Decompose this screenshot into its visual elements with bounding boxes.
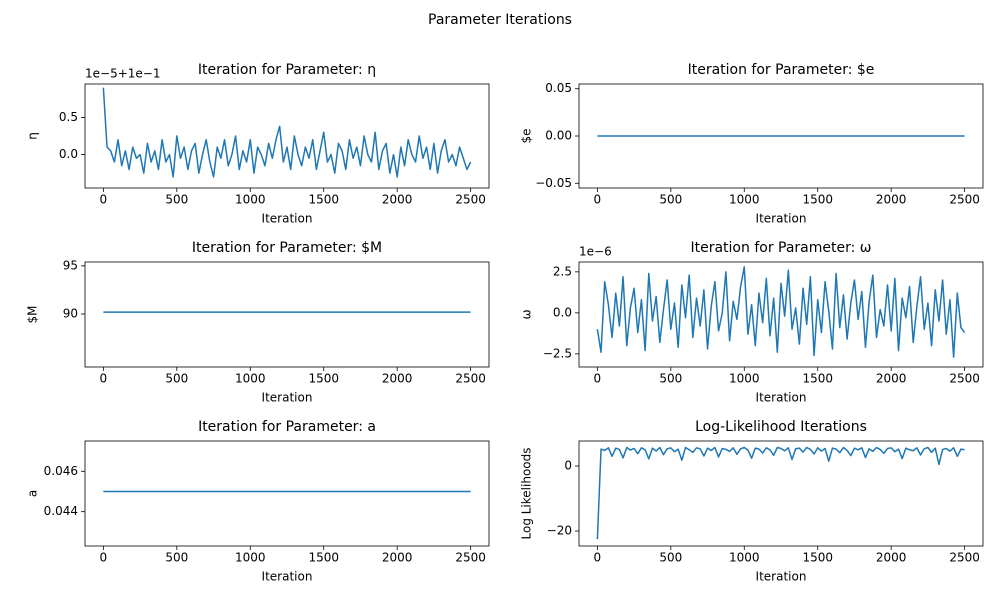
data-line: [102, 87, 472, 178]
y-tick-label: 2.5: [553, 264, 572, 278]
y-tick-label: 0.0: [553, 305, 572, 319]
axes-frame: [84, 261, 490, 368]
x-tick-label: 500: [659, 372, 682, 386]
x-tick-label: 2500: [455, 551, 486, 565]
x-tick-label: 1500: [802, 193, 833, 207]
offset-label: 1e−5+1e−1: [85, 67, 160, 81]
x-tick-label: 2500: [455, 372, 486, 386]
x-tick-label: 1000: [235, 193, 266, 207]
x-tick-label: 1000: [729, 372, 760, 386]
offset-label: 1e−6: [579, 245, 612, 259]
x-tick-label: 1500: [802, 551, 833, 565]
x-tick-label: 2000: [382, 372, 413, 386]
axes-frame: [84, 440, 490, 547]
x-tick-label: 1500: [308, 551, 339, 565]
y-tick-label: 0.0: [59, 147, 78, 161]
y-axis-label: a: [26, 490, 40, 497]
x-tick-label: 2000: [382, 193, 413, 207]
x-axis-label: Iteration: [262, 212, 313, 226]
x-tick-label: 1500: [308, 372, 339, 386]
x-tick-label: 2000: [382, 551, 413, 565]
subplot-title: Iteration for Parameter: a: [198, 419, 376, 435]
x-tick-label: 2500: [949, 551, 980, 565]
x-tick-label: 1500: [802, 372, 833, 386]
y-tick-label: 0: [564, 459, 572, 473]
axes-frame: [84, 83, 490, 189]
subplot-title: Iteration for Parameter: $M: [192, 240, 382, 256]
x-tick-label: 2000: [876, 551, 907, 565]
x-tick-label: 1500: [308, 193, 339, 207]
y-tick-label: −0.05: [535, 176, 572, 190]
x-tick-label: 500: [165, 551, 188, 565]
figure-title: Parameter Iterations: [428, 12, 572, 28]
subplot-title: Log-Likelihood Iterations: [695, 419, 867, 435]
y-axis-label: $M: [26, 306, 40, 324]
x-tick-label: 0: [100, 193, 108, 207]
axes-frame: [578, 261, 984, 368]
y-axis-label: Log Likelihoods: [520, 448, 534, 540]
subplot-title: Iteration for Parameter: $e: [688, 62, 875, 78]
y-axis-label: η: [26, 132, 40, 140]
x-tick-label: 0: [594, 193, 602, 207]
y-axis-label: ω: [520, 309, 534, 319]
data-line: [596, 446, 965, 540]
x-tick-label: 500: [659, 551, 682, 565]
x-tick-label: 2000: [876, 372, 907, 386]
x-tick-label: 0: [100, 372, 108, 386]
x-axis-label: Iteration: [756, 570, 807, 584]
y-tick-label: 0.044: [44, 504, 78, 518]
y-tick-label: 0.5: [59, 110, 78, 124]
x-tick-label: 2500: [949, 372, 980, 386]
y-tick-label: 95: [63, 258, 78, 272]
x-tick-label: 1000: [729, 551, 760, 565]
x-tick-label: 500: [165, 193, 188, 207]
x-tick-label: 1000: [729, 193, 760, 207]
x-tick-label: 500: [659, 193, 682, 207]
x-tick-label: 0: [100, 551, 108, 565]
x-tick-label: 2500: [455, 193, 486, 207]
x-tick-label: 0: [594, 551, 602, 565]
y-tick-label: 0.05: [545, 81, 572, 95]
x-tick-label: 1000: [235, 372, 266, 386]
y-axis-label: $e: [520, 128, 534, 143]
x-axis-label: Iteration: [262, 391, 313, 405]
data-line: [596, 266, 966, 358]
subplot-title: Iteration for Parameter: ω: [690, 240, 871, 256]
x-axis-label: Iteration: [756, 391, 807, 405]
x-axis-label: Iteration: [756, 212, 807, 226]
x-tick-label: 2000: [876, 193, 907, 207]
x-tick-label: 2500: [949, 193, 980, 207]
y-tick-label: −20: [547, 524, 572, 538]
subplot-title: Iteration for Parameter: η: [198, 62, 376, 78]
y-tick-label: 90: [63, 307, 78, 321]
x-axis-label: Iteration: [262, 570, 313, 584]
y-tick-label: 0.00: [545, 129, 572, 143]
axes-frame: [578, 440, 984, 547]
x-tick-label: 1000: [235, 551, 266, 565]
x-tick-label: 500: [165, 372, 188, 386]
x-tick-label: 0: [594, 372, 602, 386]
y-tick-label: −2.5: [543, 346, 572, 360]
y-tick-label: 0.046: [44, 464, 78, 478]
